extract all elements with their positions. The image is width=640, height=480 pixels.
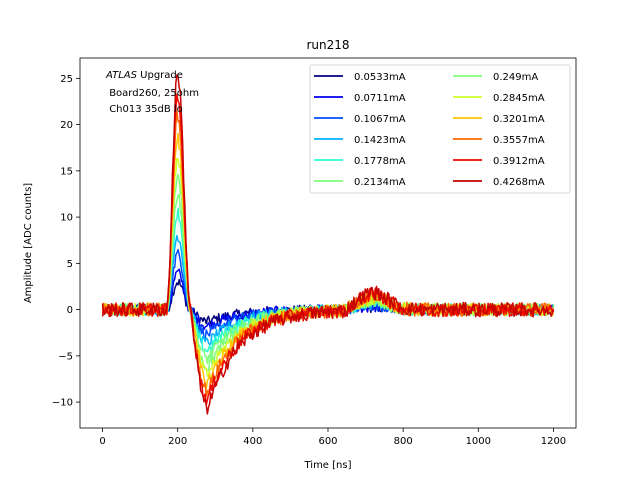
x-tick-label: 400 <box>243 436 262 447</box>
y-tick-label: −5 <box>58 351 73 362</box>
legend-label: 0.4268mA <box>493 177 545 188</box>
x-tick-label: 1200 <box>541 436 566 447</box>
series-layer <box>101 74 555 415</box>
legend: 0.0533mA 0.0711mA 0.1067mA 0.1423mA 0.1778mA… <box>309 64 571 194</box>
annotation-atlas: ATLAS <box>105 70 138 81</box>
x-tick-label: 200 <box>168 436 187 447</box>
x-ticks: 0 200 400 600 800 1000 1200 <box>99 428 566 447</box>
chart-title: run218 <box>306 38 349 52</box>
legend-label: 0.0711mA <box>354 93 406 104</box>
y-tick-label: −10 <box>52 398 73 409</box>
legend-label: 0.1423mA <box>354 135 406 146</box>
y-tick-label: 5 <box>67 259 73 270</box>
legend-label: 0.1067mA <box>354 114 406 125</box>
legend-label: 0.1778mA <box>354 156 406 167</box>
legend-label: 0.0533mA <box>354 72 406 83</box>
annotation-upgrade: Upgrade <box>137 70 183 81</box>
annotation-line1: ATLAS Upgrade <box>105 70 183 81</box>
x-tick-label: 0 <box>99 436 105 447</box>
y-tick-label: 15 <box>60 166 73 177</box>
legend-label: 0.249mA <box>493 72 538 83</box>
legend-label: 0.3557mA <box>493 135 545 146</box>
y-tick-label: 20 <box>60 120 73 131</box>
y-tick-label: 0 <box>67 305 73 316</box>
annotation-line3: Ch013 35dB lo <box>106 104 183 115</box>
y-tick-label: 25 <box>60 74 73 85</box>
annotation-line2: Board260, 25ohm <box>106 88 199 99</box>
legend-label: 0.3912mA <box>493 156 545 167</box>
series-line <box>101 74 555 415</box>
x-tick-label: 1000 <box>466 436 491 447</box>
y-axis-label: Amplitude [ADC counts] <box>23 183 34 303</box>
annotation: ATLAS Upgrade Board260, 25ohm Ch013 35dB… <box>105 70 199 115</box>
legend-label: 0.3201mA <box>493 114 545 125</box>
x-tick-label: 600 <box>318 436 337 447</box>
legend-label: 0.2845mA <box>493 93 545 104</box>
y-ticks: −10 −5 0 5 10 15 20 25 <box>52 74 80 409</box>
y-tick-label: 10 <box>60 213 73 224</box>
legend-box <box>309 64 571 194</box>
x-axis-label: Time [ns] <box>303 460 351 471</box>
x-tick-label: 800 <box>394 436 413 447</box>
legend-label: 0.2134mA <box>354 177 406 188</box>
